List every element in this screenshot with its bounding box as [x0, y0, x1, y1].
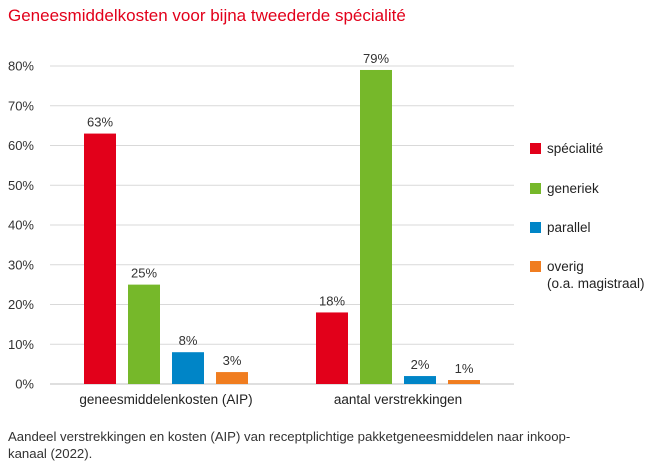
bar [216, 372, 248, 384]
caption-line: Aandeel verstrekkingen en kosten (AIP) v… [8, 429, 571, 444]
legend-label: generiek [547, 180, 599, 197]
legend-label: parallel [547, 219, 591, 236]
bar [316, 312, 348, 384]
legend-label-line: parallel [547, 220, 591, 235]
y-tick-label: 70% [8, 98, 34, 113]
data-label: 8% [179, 333, 198, 348]
bar [128, 284, 160, 384]
y-tick-label: 30% [8, 257, 34, 272]
legend-label-line: overig [547, 259, 584, 274]
gridlines [50, 65, 514, 385]
legend-label: spécialité [547, 140, 603, 157]
caption: Aandeel verstrekkingen en kosten (AIP) v… [8, 428, 648, 462]
bar [172, 352, 204, 384]
legend-label: overig (o.a. magistraal) [547, 258, 645, 292]
y-tick-label: 60% [8, 138, 34, 153]
y-tick-label: 10% [8, 337, 34, 352]
y-tick-label: 40% [8, 218, 34, 233]
bar [360, 69, 392, 384]
legend-swatch [530, 183, 541, 194]
x-category-label: geneesmiddelenkosten (AIP) [79, 392, 252, 407]
y-axis-ticks: 0% 10% 20% 30% 40% 50% 60% 70% 80% [8, 59, 34, 392]
chart-title: Geneesmiddelkosten voor bijna tweederde … [8, 6, 406, 25]
y-tick-label: 80% [8, 59, 34, 74]
data-label: 18% [319, 293, 345, 308]
y-tick-label: 50% [8, 178, 34, 193]
bar [84, 133, 116, 384]
bars [84, 69, 480, 384]
data-label: 3% [223, 353, 242, 368]
y-tick-label: 20% [8, 297, 34, 312]
data-label: 1% [455, 361, 474, 376]
bar-chart: 0% 10% 20% 30% 40% 50% 60% 70% 80% 63% 25% 8% 3% 18%… [8, 51, 514, 407]
x-axis-categories: geneesmiddelenkosten (AIP) aantal verstre… [79, 392, 462, 407]
y-tick-label: 0% [15, 377, 34, 392]
data-label: 25% [131, 266, 157, 281]
legend-swatch [530, 261, 541, 272]
x-category-label: aantal verstrekkingen [334, 392, 462, 407]
data-label: 63% [87, 115, 113, 130]
data-label: 2% [411, 357, 430, 372]
data-labels: 63% 25% 8% 3% 18% 79% 2% 1% [87, 51, 474, 376]
legend-swatch [530, 222, 541, 233]
legend-swatch [530, 143, 541, 154]
legend-label-line: generiek [547, 181, 599, 196]
bar [448, 380, 480, 384]
bar [404, 376, 436, 384]
legend-label-line: (o.a. magistraal) [547, 276, 645, 291]
data-label: 79% [363, 51, 389, 66]
caption-line: kanaal (2022). [8, 446, 93, 461]
legend-label-line: spécialité [547, 141, 604, 156]
